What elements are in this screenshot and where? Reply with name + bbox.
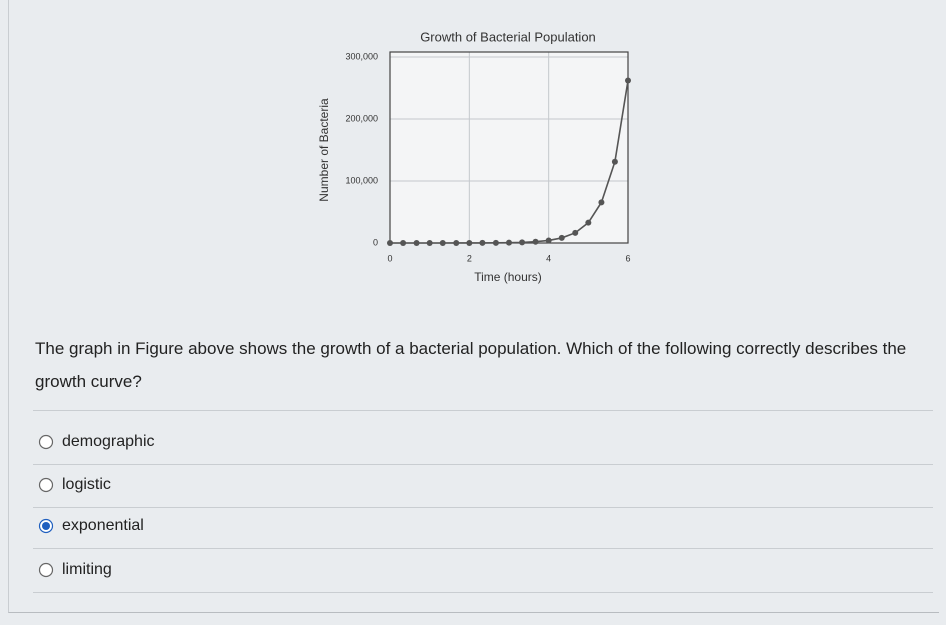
data-point xyxy=(545,237,552,244)
x-tick-label: 0 xyxy=(387,253,392,263)
data-point xyxy=(439,239,446,246)
y-tick-label: 100,000 xyxy=(345,175,378,185)
separator xyxy=(33,548,933,549)
data-point xyxy=(453,239,460,246)
separator xyxy=(33,410,933,411)
radio[interactable] xyxy=(38,562,54,578)
data-point xyxy=(506,239,512,246)
data-point xyxy=(492,239,499,246)
option-label: logistic xyxy=(62,476,111,493)
radio-ring xyxy=(38,477,54,493)
data-point xyxy=(400,239,407,246)
answer-option[interactable]: logistic xyxy=(38,470,111,500)
option-label: demographic xyxy=(62,433,155,450)
radio-ring xyxy=(38,562,54,578)
radio-ring xyxy=(38,434,54,450)
data-point xyxy=(611,158,618,165)
y-axis-label: Number of Bacteria xyxy=(317,98,331,202)
chart-title: Growth of Bacterial Population xyxy=(420,29,596,44)
x-axis-label: Time (hours) xyxy=(474,270,542,284)
answer-option[interactable]: demographic xyxy=(38,427,155,457)
data-point xyxy=(572,229,579,236)
data-point xyxy=(532,238,539,245)
answer-option[interactable]: exponential xyxy=(38,511,144,541)
separator xyxy=(33,507,933,508)
option-label: exponential xyxy=(62,517,144,534)
data-point xyxy=(625,77,631,84)
data-point xyxy=(387,239,393,246)
separator xyxy=(33,464,933,465)
y-tick-label: 0 xyxy=(373,237,378,247)
x-tick-label: 2 xyxy=(467,253,472,263)
data-point xyxy=(519,239,526,246)
data-point xyxy=(466,239,473,246)
radio[interactable] xyxy=(38,477,54,493)
radio[interactable] xyxy=(38,434,54,450)
data-point xyxy=(479,239,486,246)
data-point xyxy=(426,239,433,246)
question-text: The graph in Figure above shows the grow… xyxy=(35,339,907,391)
chart: Growth of Bacterial Population Time (hou… xyxy=(317,29,631,284)
plot-area xyxy=(390,52,628,243)
y-tick-label: 200,000 xyxy=(345,113,378,123)
separator xyxy=(33,592,933,593)
option-label: limiting xyxy=(62,561,112,578)
y-tick-label: 300,000 xyxy=(345,51,378,61)
radio-dot xyxy=(42,522,50,530)
data-point xyxy=(558,234,565,241)
x-tick-label: 4 xyxy=(546,253,551,263)
data-point xyxy=(413,239,420,246)
frame xyxy=(8,0,939,613)
data-point xyxy=(598,199,605,206)
data-point xyxy=(585,219,592,226)
x-tick-label: 6 xyxy=(625,253,630,263)
answer-option[interactable]: limiting xyxy=(38,555,112,585)
radio[interactable] xyxy=(38,518,54,534)
